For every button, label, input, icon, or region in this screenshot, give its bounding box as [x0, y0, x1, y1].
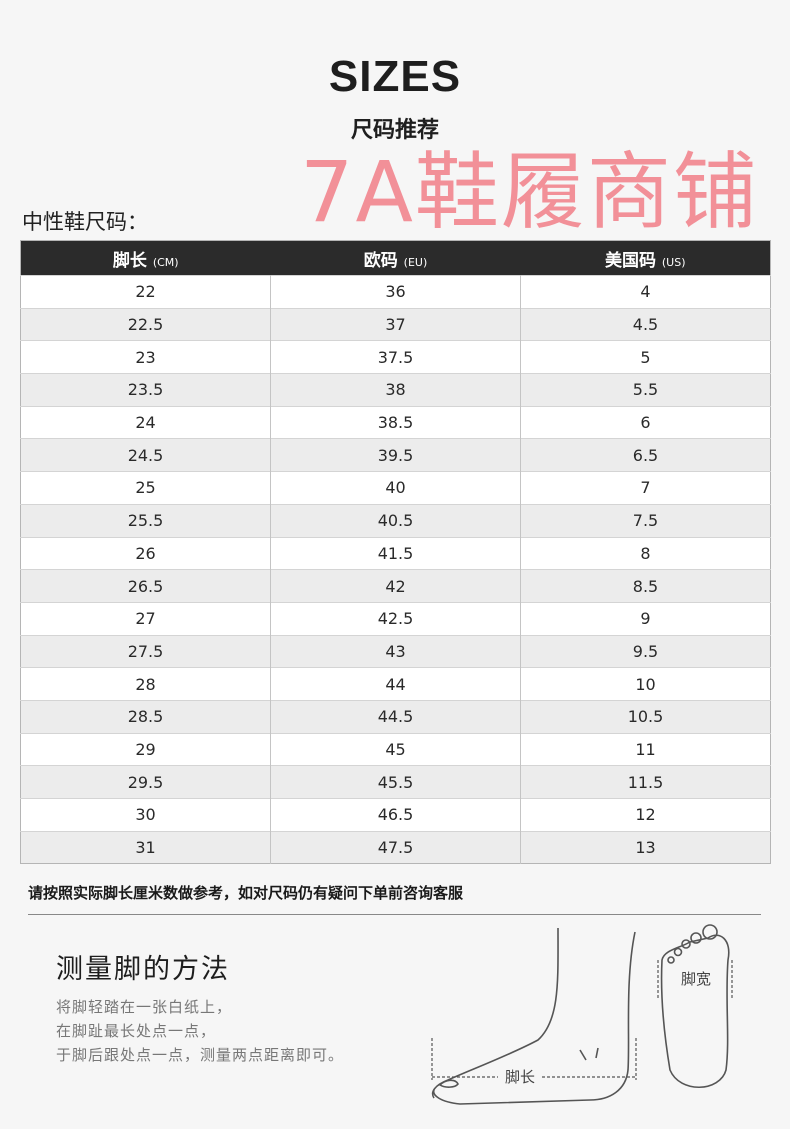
size-note: 请按照实际脚长厘米数做参考，如对尺码仍有疑问下单前咨询客服 [28, 884, 464, 902]
cell-cm: 23 [20, 340, 271, 374]
cell-eu: 45 [270, 732, 521, 766]
cell-cm: 27.5 [20, 634, 271, 668]
table-row: 30 46.5 12 [20, 798, 771, 832]
cell-us: 7.5 [520, 503, 771, 537]
size-table: 脚长 (CM) 欧码 (EU) 美国码 (US) 22 36 4 22.5 37 4.5 2… [20, 240, 771, 865]
table-row: 25 40 7 [20, 471, 771, 505]
cell-eu: 47.5 [270, 830, 521, 864]
cell-cm: 25.5 [20, 503, 271, 537]
cell-us: 7 [520, 471, 771, 505]
cell-us: 11 [520, 732, 771, 766]
cell-eu: 43 [270, 634, 521, 668]
foot-length-label: 脚长 [505, 1068, 535, 1086]
table-row: 26.5 42 8.5 [20, 569, 771, 603]
cell-cm: 24.5 [20, 438, 271, 472]
cell-cm: 22.5 [20, 307, 271, 341]
cell-us: 11.5 [520, 765, 771, 799]
cell-eu: 38 [270, 373, 521, 407]
cell-cm: 23.5 [20, 373, 271, 407]
cell-eu: 38.5 [270, 405, 521, 439]
cell-cm: 26 [20, 536, 271, 570]
cell-eu: 42.5 [270, 601, 521, 636]
table-row: 26 41.5 8 [20, 536, 771, 570]
table-row: 25.5 40.5 7.5 [20, 503, 771, 537]
table-header-row: 脚长 (CM) 欧码 (EU) 美国码 (US) [20, 240, 771, 276]
cell-eu: 44 [270, 667, 521, 701]
cell-cm: 25 [20, 471, 271, 505]
table-row: 23 37.5 5 [20, 340, 771, 374]
cell-eu: 41.5 [270, 536, 521, 570]
table-row: 23.5 38 5.5 [20, 373, 771, 407]
column-header-eu: 欧码 (EU) [270, 240, 521, 276]
column-header-us: 美国码 (US) [520, 240, 771, 276]
cell-us: 10 [520, 667, 771, 701]
cell-cm: 31 [20, 830, 271, 864]
measure-step-1: 将脚轻踏在一张白纸上， [56, 998, 233, 1016]
cell-us: 8 [520, 536, 771, 570]
cell-eu: 42 [270, 569, 521, 603]
table-label: 中性鞋尺码： [22, 210, 148, 234]
watermark: 7A鞋履商铺 [300, 143, 759, 241]
measure-step-3: 于脚后跟处点一点，测量两点距离即可。 [56, 1046, 345, 1064]
cell-us: 5 [520, 340, 771, 374]
cell-cm: 28 [20, 667, 271, 701]
cell-us: 9.5 [520, 634, 771, 668]
table-row: 24 38.5 6 [20, 405, 771, 439]
table-row: 29.5 45.5 11.5 [20, 765, 771, 799]
cell-eu: 37.5 [270, 340, 521, 374]
cell-eu: 36 [270, 275, 521, 309]
cell-cm: 24 [20, 405, 271, 439]
table-row: 22 36 4 [20, 275, 771, 309]
table-row: 28.5 44.5 10.5 [20, 699, 771, 734]
table-row: 22.5 37 4.5 [20, 307, 771, 341]
page-title: SIZES [328, 52, 462, 101]
cell-eu: 40.5 [270, 503, 521, 537]
table-row: 29 45 11 [20, 732, 771, 766]
table-row: 27.5 43 9.5 [20, 634, 771, 668]
cell-eu: 46.5 [270, 798, 521, 832]
table-row: 28 44 10 [20, 667, 771, 701]
cell-cm: 29 [20, 732, 271, 766]
cell-us: 4.5 [520, 307, 771, 341]
measure-title: 测量脚的方法 [56, 954, 230, 985]
cell-us: 13 [520, 830, 771, 864]
measure-step-2: 在脚趾最长处点一点， [56, 1022, 217, 1040]
cell-eu: 45.5 [270, 765, 521, 799]
cell-us: 5.5 [520, 373, 771, 407]
cell-cm: 28.5 [20, 699, 271, 734]
column-header-cm: 脚长 (CM) [20, 240, 271, 276]
foot-diagram-icon: 脚长 脚宽 [431, 924, 733, 1105]
cell-eu: 39.5 [270, 438, 521, 472]
cell-eu: 40 [270, 471, 521, 505]
table-row: 27 42.5 9 [20, 601, 771, 636]
cell-cm: 30 [20, 798, 271, 832]
table-row: 24.5 39.5 6.5 [20, 438, 771, 472]
cell-cm: 27 [20, 601, 271, 636]
cell-us: 6 [520, 405, 771, 439]
cell-us: 8.5 [520, 569, 771, 603]
cell-us: 6.5 [520, 438, 771, 472]
cell-us: 9 [520, 601, 771, 636]
cell-cm: 26.5 [20, 569, 271, 603]
cell-cm: 22 [20, 275, 271, 309]
cell-eu: 44.5 [270, 699, 521, 734]
cell-cm: 29.5 [20, 765, 271, 799]
foot-width-label: 脚宽 [681, 970, 711, 988]
cell-us: 10.5 [520, 699, 771, 734]
cell-eu: 37 [270, 307, 521, 341]
table-row: 31 47.5 13 [20, 830, 771, 864]
cell-us: 4 [520, 275, 771, 309]
cell-us: 12 [520, 798, 771, 832]
divider [28, 914, 761, 915]
page-subtitle: 尺码推荐 [350, 118, 439, 143]
